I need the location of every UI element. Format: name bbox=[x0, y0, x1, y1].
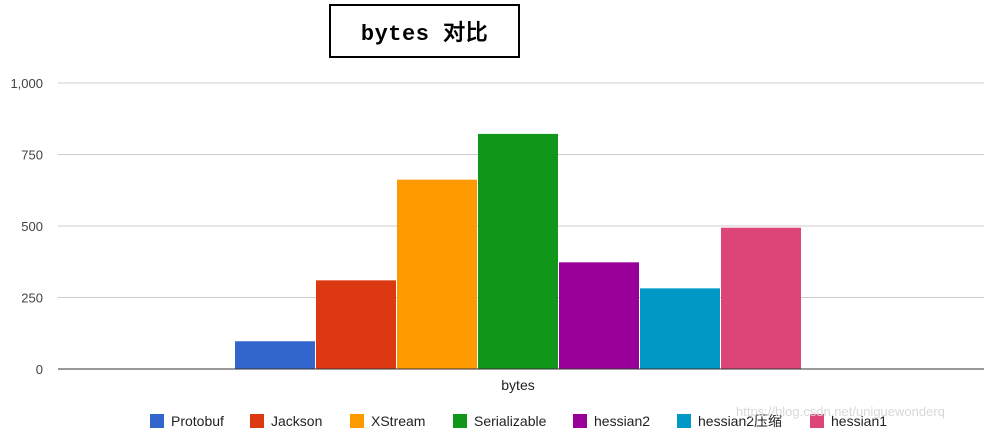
legend-swatch bbox=[810, 414, 824, 428]
bar-protobuf bbox=[235, 341, 315, 369]
y-tick-label: 1,000 bbox=[10, 76, 43, 91]
legend-label: Protobuf bbox=[171, 413, 224, 429]
legend-swatch bbox=[677, 414, 691, 428]
legend-label: hessian1 bbox=[831, 413, 887, 429]
bar-hessian2压缩 bbox=[640, 288, 720, 369]
chart-title-box: bytes 对比 bbox=[329, 4, 520, 58]
legend-label: Jackson bbox=[271, 413, 322, 429]
y-tick-label: 250 bbox=[21, 291, 43, 306]
y-tick-label: 750 bbox=[21, 148, 43, 163]
legend-label: XStream bbox=[371, 413, 425, 429]
bar-xstream bbox=[397, 179, 477, 369]
legend-swatch bbox=[250, 414, 264, 428]
legend-swatch bbox=[150, 414, 164, 428]
legend-label: hessian2压缩 bbox=[698, 413, 782, 429]
chart-title: bytes 对比 bbox=[360, 22, 489, 47]
legend-swatch bbox=[350, 414, 364, 428]
legend-swatch bbox=[573, 414, 587, 428]
bar-jackson bbox=[316, 280, 396, 369]
y-tick-label: 0 bbox=[36, 362, 43, 377]
legend-swatch bbox=[453, 414, 467, 428]
x-category-label: bytes bbox=[501, 377, 534, 393]
bar-serializable bbox=[478, 133, 558, 369]
bar-hessian1 bbox=[721, 227, 801, 369]
legend-label: Serializable bbox=[474, 413, 547, 429]
bar-hessian2 bbox=[559, 262, 639, 369]
y-tick-label: 500 bbox=[21, 219, 43, 234]
legend-label: hessian2 bbox=[594, 413, 650, 429]
watermark: https://blog.csdn.net/uniguewonderq bbox=[736, 404, 945, 419]
